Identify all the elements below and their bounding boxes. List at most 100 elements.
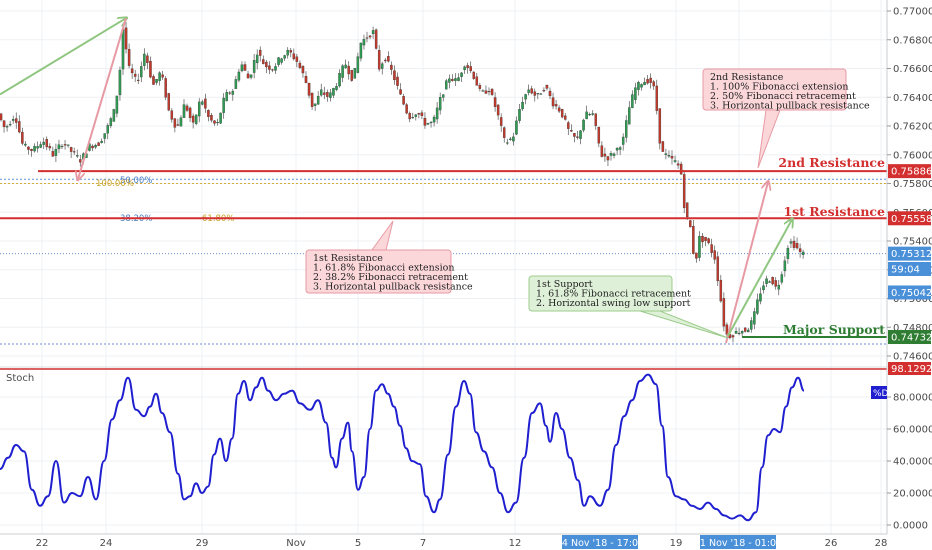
stoch-tick-label: 60.0000 bbox=[893, 425, 932, 436]
callout-line: 2. 50% Fibonacci retracement bbox=[710, 91, 856, 102]
candle bbox=[316, 91, 320, 105]
candle bbox=[353, 67, 357, 79]
candle bbox=[734, 327, 738, 334]
candle bbox=[268, 61, 271, 75]
candle bbox=[94, 143, 97, 150]
candle bbox=[673, 155, 677, 164]
candle bbox=[487, 87, 491, 96]
candle bbox=[597, 126, 601, 148]
candle bbox=[695, 252, 698, 263]
candle bbox=[490, 88, 494, 97]
candle bbox=[472, 71, 475, 80]
candle bbox=[414, 114, 418, 121]
candle bbox=[390, 61, 393, 75]
price-tick-label: 0.76000 bbox=[893, 150, 932, 161]
candle bbox=[45, 136, 49, 151]
candle bbox=[588, 112, 591, 116]
time-highlight-label: 21 Nov '18 - 01:00 bbox=[694, 538, 782, 549]
callout-line: 2nd Resistance bbox=[710, 72, 784, 83]
candle bbox=[240, 61, 244, 73]
fib-level-label: 100.00% bbox=[96, 179, 134, 189]
candle bbox=[380, 61, 384, 75]
candle bbox=[356, 52, 360, 74]
candle bbox=[405, 103, 408, 115]
candle bbox=[295, 53, 299, 68]
candle bbox=[506, 138, 509, 145]
time-tick-label: 19 bbox=[670, 538, 683, 549]
candle bbox=[670, 150, 674, 165]
candle bbox=[753, 307, 756, 330]
candle bbox=[478, 82, 482, 92]
candle bbox=[11, 115, 15, 124]
candle bbox=[243, 61, 247, 72]
candle bbox=[502, 126, 506, 143]
candle bbox=[72, 147, 76, 156]
candle bbox=[536, 93, 540, 100]
candle bbox=[225, 89, 228, 102]
price-tick-label: 0.75400 bbox=[893, 237, 932, 248]
candle bbox=[713, 245, 716, 264]
candle bbox=[646, 74, 649, 85]
candle bbox=[545, 84, 549, 91]
candle bbox=[512, 132, 515, 146]
candle bbox=[167, 92, 170, 112]
candle bbox=[530, 85, 533, 95]
candle bbox=[445, 78, 448, 90]
callout-line: 2. Horizontal swing low support bbox=[536, 298, 691, 309]
candle bbox=[237, 68, 241, 83]
stoch-tick-label: 40.0000 bbox=[893, 457, 932, 468]
candle bbox=[701, 232, 704, 248]
candle bbox=[539, 92, 543, 95]
candle bbox=[615, 147, 619, 156]
candle bbox=[716, 251, 720, 286]
candle bbox=[33, 143, 36, 153]
candle bbox=[201, 99, 204, 106]
candle bbox=[661, 140, 665, 152]
candle bbox=[27, 145, 30, 155]
price-level-label: 1st Resistance bbox=[783, 204, 885, 219]
time-tick-label: 29 bbox=[196, 538, 209, 549]
candle bbox=[496, 104, 500, 120]
price-tag-label: 0.75042 bbox=[891, 288, 932, 299]
candle bbox=[783, 256, 787, 277]
candle bbox=[106, 123, 110, 140]
candle bbox=[262, 55, 265, 65]
price-tick-label: 0.76600 bbox=[893, 64, 932, 75]
candle bbox=[42, 137, 45, 150]
candle bbox=[554, 99, 558, 110]
candle bbox=[335, 82, 338, 92]
time-tick-label: 22 bbox=[36, 538, 49, 549]
candle bbox=[692, 220, 695, 255]
time-tick-label: 28 bbox=[875, 538, 888, 549]
candle bbox=[313, 103, 317, 111]
candle bbox=[100, 138, 103, 144]
candle bbox=[780, 271, 784, 285]
candle bbox=[435, 102, 439, 124]
candle bbox=[466, 62, 469, 74]
candle bbox=[493, 92, 497, 112]
candle bbox=[127, 43, 131, 69]
stochastic-pane[interactable]: Stoch bbox=[0, 373, 805, 522]
candle bbox=[582, 118, 585, 133]
candle bbox=[786, 245, 790, 264]
candle bbox=[329, 89, 332, 102]
candle bbox=[399, 83, 402, 95]
stoch-legend-tag: %D bbox=[871, 386, 889, 399]
candle bbox=[332, 87, 335, 99]
price-pane[interactable]: 50.00%100.00%38.20%61.80% 2nd Resistance… bbox=[0, 18, 887, 370]
price-tag-label: 0.75312 bbox=[891, 249, 932, 260]
price-tick-label: 0.77000 bbox=[893, 7, 932, 18]
candle bbox=[451, 74, 454, 82]
projection-arrow bbox=[727, 219, 792, 337]
candle bbox=[179, 115, 183, 127]
candle bbox=[347, 61, 350, 80]
stoch-tick-label: 20.0000 bbox=[893, 489, 932, 500]
candle bbox=[710, 238, 713, 258]
price-level-tag-label: 0.75558 bbox=[891, 214, 932, 225]
stoch-tick-label: 0.0000 bbox=[893, 521, 928, 532]
